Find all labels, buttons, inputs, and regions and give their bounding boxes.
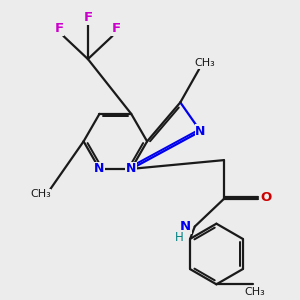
Text: N: N bbox=[180, 220, 191, 233]
Text: CH₃: CH₃ bbox=[244, 287, 265, 297]
Text: CH₃: CH₃ bbox=[30, 189, 51, 199]
Text: N: N bbox=[94, 162, 105, 176]
Text: F: F bbox=[83, 11, 92, 24]
Text: H: H bbox=[175, 231, 183, 244]
Text: N: N bbox=[126, 162, 136, 176]
Text: CH₃: CH₃ bbox=[194, 58, 215, 68]
Text: F: F bbox=[112, 22, 122, 35]
Text: N: N bbox=[195, 125, 206, 138]
Text: O: O bbox=[261, 191, 272, 204]
Text: F: F bbox=[55, 22, 64, 35]
